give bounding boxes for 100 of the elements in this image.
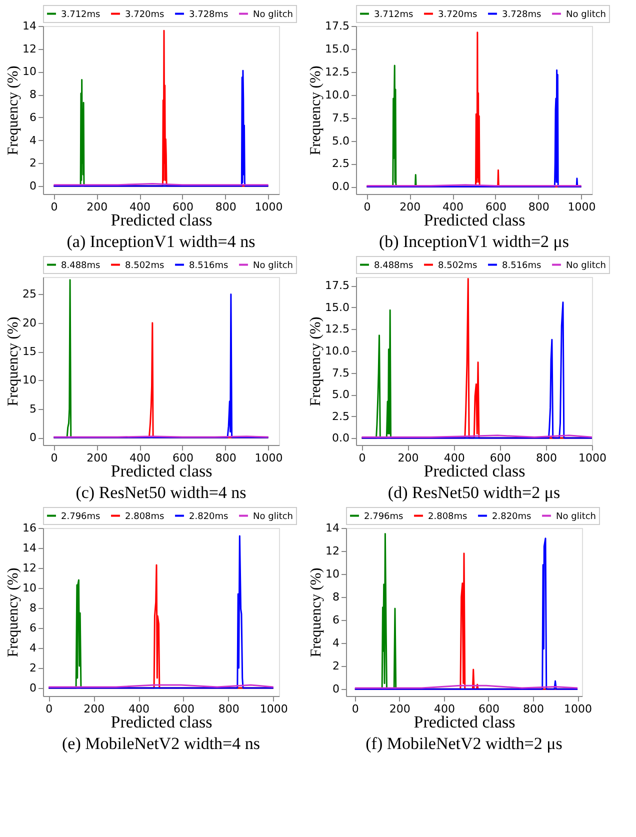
legend-label: 8.488ms: [61, 260, 101, 271]
y-axis-title: Frequency (%): [308, 568, 325, 658]
text: (b) InceptionV1 width=2 μs: [378, 232, 570, 251]
x-tick-label: 200: [389, 702, 410, 716]
x-tick-label: 600: [490, 452, 511, 464]
x-axis-title: Predicted class: [110, 712, 212, 732]
x-tick-label: 1000: [254, 200, 283, 214]
y-tick-label: 2: [30, 662, 36, 674]
y-tick-label: 10: [22, 582, 36, 594]
x-tick-label: 800: [218, 702, 240, 716]
legend-label: No glitch: [253, 260, 293, 271]
y-tick-label: 5: [30, 402, 36, 416]
legend-label: 2.808ms: [125, 512, 165, 522]
x-tick-label: 0: [364, 200, 371, 214]
y-axis-title: Frequency (%): [6, 568, 22, 658]
x-tick-label: 400: [130, 452, 151, 464]
y-tick-label: 25: [22, 288, 36, 301]
y-tick-label: 20: [22, 316, 36, 330]
x-tick-label: 0: [352, 702, 359, 716]
x-tick-label: 0: [50, 200, 58, 214]
y-tick-label: 8: [332, 590, 340, 604]
y-axis-title: Frequency (%): [308, 316, 324, 406]
x-axis-title: Predicted class: [424, 462, 526, 480]
y-tick-label: 12.5: [325, 65, 350, 78]
legend-label: No glitch: [566, 260, 606, 271]
y-tick-label: 12: [22, 42, 36, 56]
legend-label: 3.720ms: [125, 10, 165, 20]
y-tick-label: 5.0: [332, 134, 350, 148]
x-tick-label: 600: [478, 702, 500, 716]
y-tick-label: 14: [22, 542, 36, 554]
y-axis-title: Frequency (%): [6, 66, 22, 156]
text: (a) InceptionV1 width=4 ns: [66, 232, 256, 251]
y-tick-label: 2.5: [332, 410, 350, 423]
x-tick-label: 400: [130, 200, 151, 214]
y-tick-label: 4: [30, 642, 36, 654]
y-tick-label: 8: [30, 88, 36, 102]
y-tick-label: 14: [22, 20, 36, 32]
x-tick-label: 1000: [260, 702, 288, 716]
y-tick-label: 4: [332, 636, 340, 650]
legend-label: 8.502ms: [438, 260, 478, 271]
legend-label: 8.488ms: [374, 260, 414, 271]
y-tick-label: 6: [30, 110, 36, 124]
x-tick-label: 400: [442, 200, 464, 214]
y-tick-label: 12: [22, 562, 36, 574]
y-axis-title: Frequency (%): [6, 316, 22, 406]
x-tick-label: 800: [536, 452, 557, 464]
legend-label: 3.728ms: [189, 10, 229, 20]
y-tick-label: 12: [326, 544, 340, 558]
x-tick-label: 0: [358, 452, 366, 464]
x-tick-label: 1000: [568, 200, 596, 214]
y-tick-label: 10: [326, 568, 340, 581]
x-axis-title: Predicted class: [424, 210, 526, 230]
y-tick-label: 0: [30, 180, 36, 192]
text: (d) ResNet50 width=2 μs: [388, 483, 560, 502]
x-tick-label: 1000: [564, 702, 592, 716]
x-tick-label: 200: [84, 702, 105, 716]
y-tick-label: 2.5: [332, 157, 350, 170]
y-tick-label: 10: [22, 374, 36, 387]
y-tick-label: 12.5: [325, 322, 350, 336]
y-tick-label: 5.0: [332, 388, 350, 402]
x-tick-label: 800: [215, 452, 236, 464]
text: (e) MobileNetV2 width=4 ns: [62, 734, 260, 753]
y-tick-label: 0: [332, 682, 340, 696]
legend-label: No glitch: [556, 512, 596, 522]
line-series: [48, 535, 274, 689]
y-tick-label: 6: [30, 622, 36, 634]
legend-label: 3.728ms: [502, 10, 542, 20]
x-tick-label: 200: [398, 452, 419, 464]
x-tick-label: 200: [86, 200, 108, 214]
x-tick-label: 400: [434, 702, 455, 716]
legend-label: 2.796ms: [61, 512, 101, 522]
y-tick-label: 15: [22, 345, 36, 358]
legend-label: 3.712ms: [61, 10, 101, 20]
x-tick-label: 600: [485, 200, 506, 214]
legend-label: 3.720ms: [438, 10, 478, 20]
y-tick-label: 15.0: [325, 300, 350, 314]
y-tick-label: 0.0: [332, 432, 350, 445]
y-tick-label: 7.5: [332, 366, 350, 380]
y-tick-label: 8: [30, 602, 36, 614]
legend-label: 2.820ms: [492, 512, 532, 522]
y-tick-label: 4: [30, 134, 36, 147]
y-tick-label: 15.0: [325, 42, 350, 56]
legend-label: No glitch: [566, 10, 606, 20]
x-tick-label: 0: [50, 452, 58, 464]
y-tick-label: 14: [326, 522, 340, 534]
x-tick-label: 1000: [254, 452, 283, 464]
y-tick-label: 0.0: [332, 180, 350, 194]
y-tick-label: 17.5: [325, 279, 350, 292]
y-axis-title: Frequency (%): [308, 66, 324, 156]
series-label: 2.796ms: [364, 512, 404, 522]
legend-label: 2.808ms: [428, 512, 468, 522]
legend-label: 8.502ms: [125, 260, 165, 271]
legend-label: 8.516ms: [502, 260, 542, 271]
x-axis-title: Predicted class: [110, 210, 212, 230]
legend-label: No glitch: [253, 512, 293, 522]
legend-label: 2.820ms: [189, 512, 229, 522]
y-tick-label: 10.0: [325, 88, 350, 102]
y-tick-label: 6: [332, 614, 340, 627]
x-tick-label: 800: [215, 200, 236, 214]
x-tick-label: 600: [172, 200, 194, 214]
